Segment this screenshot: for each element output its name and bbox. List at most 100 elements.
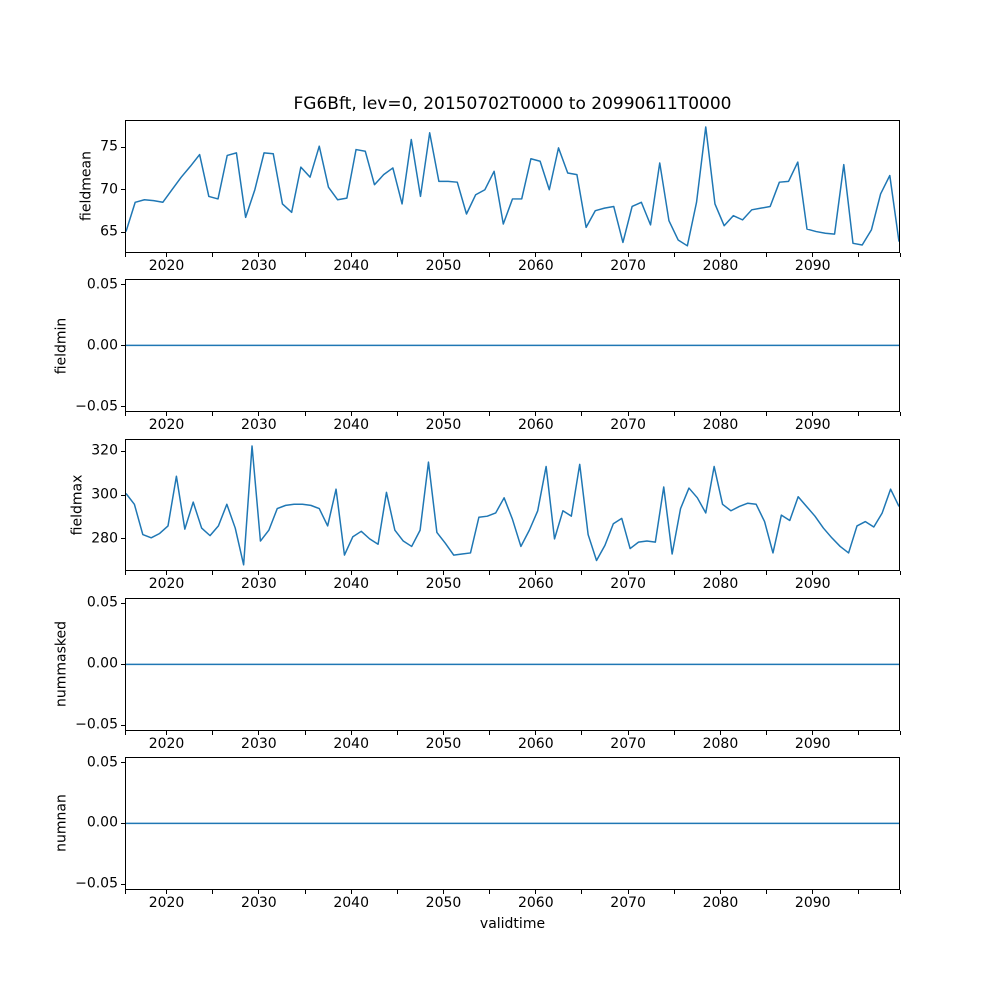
x-minor-tick <box>489 252 491 257</box>
subplot-fieldmean <box>125 120 900 253</box>
y-tick <box>121 663 125 665</box>
x-tick-label: 2040 <box>333 894 369 911</box>
y-tick-label: 70 <box>100 181 118 198</box>
y-tick-label: 0.00 <box>86 814 118 831</box>
x-tick <box>627 889 629 894</box>
x-tick <box>535 730 537 735</box>
x-tick <box>535 412 537 417</box>
x-tick <box>442 571 444 576</box>
x-tick-label: 2070 <box>610 735 646 752</box>
x-minor-tick <box>581 730 583 735</box>
y-tick <box>121 494 125 496</box>
subplot-fieldmin <box>125 279 900 413</box>
y-tick <box>121 538 125 540</box>
y-tick <box>121 345 125 347</box>
x-tick <box>535 889 537 894</box>
x-tick <box>812 730 814 735</box>
x-minor-tick <box>673 730 675 735</box>
y-tick <box>121 284 125 286</box>
y-tick <box>121 762 125 764</box>
y-tick <box>121 450 125 452</box>
subplot-numnan <box>125 757 900 890</box>
x-tick <box>350 571 352 576</box>
x-tick-label: 2090 <box>794 735 831 752</box>
plot-area-nummasked <box>126 663 899 665</box>
x-tick-label: 2050 <box>425 576 462 593</box>
x-tick <box>535 571 537 576</box>
x-minor-tick <box>766 730 768 735</box>
y-tick-label: −0.05 <box>75 875 118 892</box>
x-tick-label: 2040 <box>333 576 369 593</box>
x-tick <box>627 571 629 576</box>
x-minor-tick <box>673 571 675 576</box>
x-tick <box>812 571 814 576</box>
y-tick-label: −0.05 <box>75 716 118 733</box>
x-tick <box>627 252 629 257</box>
y-tick <box>121 406 125 408</box>
y-tick-label: 300 <box>91 486 118 503</box>
x-tick <box>166 252 168 257</box>
x-tick <box>258 252 260 257</box>
x-minor-tick <box>212 889 214 894</box>
y-axis-label-fieldmax: fieldmax <box>69 474 86 536</box>
x-minor-tick <box>581 889 583 894</box>
x-tick-label: 2050 <box>425 894 462 911</box>
subplot-fieldmax <box>125 438 900 572</box>
y-tick <box>121 189 125 191</box>
y-tick-label: 65 <box>100 223 118 240</box>
x-tick <box>166 730 168 735</box>
x-tick-label: 2050 <box>425 417 462 434</box>
y-tick-label: 0.00 <box>86 655 118 672</box>
x-minor-tick <box>124 412 126 417</box>
x-minor-tick <box>124 889 126 894</box>
plot-area-fieldmean <box>126 126 899 247</box>
x-minor-tick <box>489 571 491 576</box>
x-tick <box>719 252 721 257</box>
x-minor-tick <box>489 730 491 735</box>
x-tick-label: 2040 <box>333 735 369 752</box>
x-minor-tick <box>396 252 398 257</box>
x-tick-label: 2080 <box>702 257 739 274</box>
x-tick <box>350 730 352 735</box>
x-minor-tick <box>212 412 214 417</box>
x-tick-label: 2020 <box>148 735 185 752</box>
x-minor-tick <box>396 412 398 417</box>
y-axis-label-numnan: numnan <box>53 794 70 853</box>
x-tick-label: 2040 <box>333 417 369 434</box>
x-tick-label: 2030 <box>241 417 277 434</box>
x-minor-tick <box>858 730 860 735</box>
data-line-fieldmax <box>126 444 899 566</box>
x-minor-tick <box>396 571 398 576</box>
x-minor-tick <box>489 412 491 417</box>
x-tick-label: 2080 <box>702 576 739 593</box>
x-tick-label: 2030 <box>241 735 277 752</box>
x-minor-tick <box>858 889 860 894</box>
x-minor-tick <box>124 252 126 257</box>
x-tick-label: 2030 <box>241 257 277 274</box>
x-tick <box>442 252 444 257</box>
x-minor-tick <box>396 889 398 894</box>
x-tick-label: 2040 <box>333 257 369 274</box>
x-minor-tick <box>212 730 214 735</box>
x-minor-tick <box>899 571 901 576</box>
x-tick <box>442 730 444 735</box>
x-tick <box>166 412 168 417</box>
x-tick-label: 2090 <box>794 257 831 274</box>
x-minor-tick <box>396 730 398 735</box>
x-minor-tick <box>581 252 583 257</box>
x-minor-tick <box>304 730 306 735</box>
x-minor-tick <box>899 252 901 257</box>
x-tick <box>258 571 260 576</box>
x-tick-label: 2050 <box>425 257 462 274</box>
y-tick <box>121 602 125 604</box>
x-tick <box>258 889 260 894</box>
x-minor-tick <box>673 889 675 894</box>
x-minor-tick <box>673 412 675 417</box>
x-minor-tick <box>489 889 491 894</box>
x-tick <box>719 571 721 576</box>
data-line-fieldmean <box>126 126 899 247</box>
x-tick-label: 2060 <box>517 735 554 752</box>
x-tick <box>350 889 352 894</box>
x-minor-tick <box>304 889 306 894</box>
